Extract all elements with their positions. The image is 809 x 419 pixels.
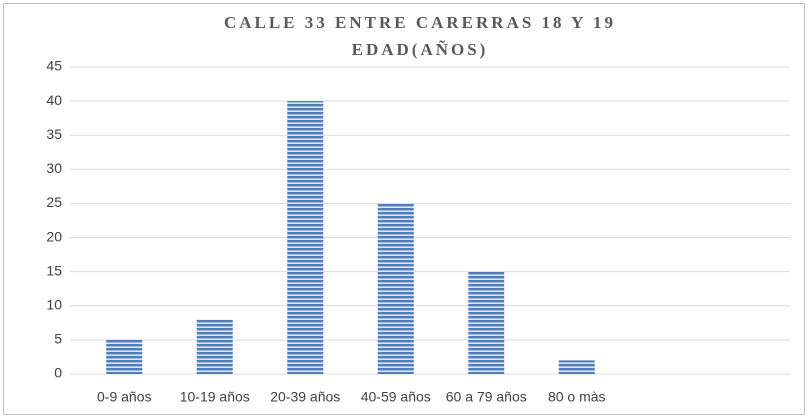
y-tick-label: 15	[46, 262, 62, 278]
y-tick-label: 35	[46, 126, 62, 142]
chart-subtitle: EDAD(AÑOS)	[352, 40, 489, 59]
bar	[468, 271, 505, 374]
x-tick-label: 80 o màs	[548, 389, 606, 405]
bar	[106, 339, 143, 374]
y-tick-label: 5	[54, 331, 62, 347]
y-tick-label: 0	[54, 365, 62, 381]
x-tick-label: 10-19 años	[180, 389, 250, 405]
x-tick-label: 60 a 79 años	[446, 389, 527, 405]
x-tick-label: 0-9 años	[97, 389, 151, 405]
y-tick-label: 10	[46, 296, 62, 312]
bar	[196, 319, 233, 374]
y-tick-label: 20	[46, 228, 62, 244]
x-tick-label: 40-59 años	[361, 389, 431, 405]
y-tick-label: 45	[46, 58, 62, 74]
chart-title: CALLE 33 ENTRE CARERRAS 18 Y 19	[224, 13, 616, 32]
y-tick-label: 40	[46, 92, 62, 108]
bar	[558, 360, 595, 374]
bar	[287, 101, 324, 374]
y-tick-label: 30	[46, 160, 62, 176]
x-tick-label: 20-39 años	[270, 389, 340, 405]
bar	[377, 203, 414, 374]
y-tick-label: 25	[46, 194, 62, 210]
